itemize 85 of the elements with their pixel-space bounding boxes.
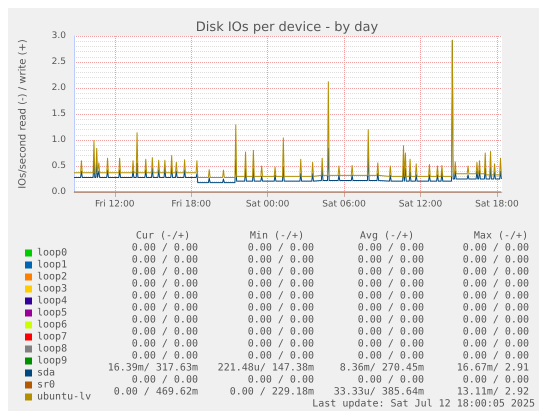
- text: 0.00 / 0.00: [462, 374, 529, 386]
- text: Avg (-/+): [360, 230, 414, 242]
- x-tick-label: Sat 06:00: [322, 200, 366, 210]
- text: 0.00 / 0.00: [248, 338, 314, 350]
- text: 0.00 / 0.00: [248, 302, 314, 314]
- text: 0.00 / 0.00: [132, 314, 198, 326]
- legend-label: loop5: [37, 308, 68, 318]
- text: 8.36m/ 270.45m: [340, 362, 424, 374]
- text: 0.00 / 229.18m: [230, 386, 314, 398]
- legend-label: loop3: [37, 284, 68, 294]
- text: 0.00 / 0.00: [462, 290, 529, 302]
- x-tick-label: Sat 00:00: [246, 200, 290, 210]
- text: 0.00 / 0.00: [358, 326, 424, 338]
- y-tick-label: 2.0: [52, 83, 66, 93]
- y-tick-label: 1.5: [52, 109, 66, 119]
- text: 0.00 / 0.00: [132, 350, 198, 362]
- text: 0.00 / 0.00: [358, 350, 424, 362]
- text: 0.00 / 0.00: [132, 302, 198, 314]
- text: 13.11m/ 2.92: [456, 386, 529, 398]
- text: 0.00 / 0.00: [132, 242, 198, 254]
- text: 33.33u/ 385.64m: [334, 386, 424, 398]
- text: 0.00 / 0.00: [248, 374, 314, 386]
- text: 0.00 / 0.00: [462, 266, 529, 278]
- text: 0.00 / 0.00: [132, 266, 198, 278]
- text: 0.00 / 0.00: [358, 314, 424, 326]
- text: 0.00 / 0.00: [462, 254, 529, 266]
- text: Last update: Sat Jul 12 18:00:05 2025: [312, 398, 535, 410]
- text: 0.00 / 0.00: [358, 374, 424, 386]
- text: 0.00 / 0.00: [358, 266, 424, 278]
- text: 0.00 / 0.00: [358, 254, 424, 266]
- text: 0.00 / 0.00: [248, 314, 314, 326]
- text: 0.00 / 0.00: [132, 290, 198, 302]
- text: 0.00 / 0.00: [462, 326, 529, 338]
- text: 0.00 / 0.00: [248, 278, 314, 290]
- y-tick-label: 0.5: [52, 161, 66, 171]
- text: 0.00 / 0.00: [248, 326, 314, 338]
- text: 0.00 / 0.00: [358, 278, 424, 290]
- text: 16.39m/ 317.63m: [108, 362, 198, 374]
- legend-label: loop9: [37, 356, 68, 366]
- x-tick-label: Sat 18:00: [475, 200, 519, 210]
- y-axis-title: IOs/second read (-) / write (+): [18, 39, 28, 189]
- legend-label: loop1: [37, 260, 68, 270]
- text: 0.00 / 0.00: [132, 278, 198, 290]
- legend-label: loop4: [37, 296, 68, 306]
- legend-label: loop6: [37, 320, 68, 330]
- legend-label: sr0: [37, 380, 56, 390]
- y-tick-label: 3.0: [52, 31, 66, 41]
- text: 0.00 / 0.00: [358, 290, 424, 302]
- text: 0.00 / 0.00: [132, 254, 198, 266]
- legend-label: loop7: [37, 332, 68, 342]
- text: Cur (-/+): [136, 230, 190, 242]
- text: 0.00 / 0.00: [462, 242, 529, 254]
- legend-label: ubuntu-lv: [37, 392, 92, 402]
- chart-title: Disk IOs per device - by day: [196, 20, 379, 35]
- y-tick-label: 0.0: [52, 187, 66, 197]
- text: 0.00 / 0.00: [358, 242, 424, 254]
- text: 0.00 / 0.00: [358, 302, 424, 314]
- text: 221.48u/ 147.38m: [218, 362, 314, 374]
- legend-label: loop2: [37, 272, 68, 282]
- y-tick-label: 2.5: [52, 57, 66, 67]
- legend-label: loop0: [37, 248, 68, 258]
- text: 0.00 / 0.00: [248, 242, 314, 254]
- text: 0.00 / 0.00: [248, 254, 314, 266]
- text: 0.00 / 0.00: [462, 338, 529, 350]
- text: 0.00 / 0.00: [248, 350, 314, 362]
- x-tick-label: Sat 12:00: [398, 200, 443, 210]
- text: 0.00 / 0.00: [132, 326, 198, 338]
- text: 0.00 / 0.00: [462, 302, 529, 314]
- text: 0.00 / 0.00: [248, 290, 314, 302]
- text: 0.00 / 0.00: [132, 338, 198, 350]
- text: 0.00 / 469.62m: [114, 386, 198, 398]
- legend-label: sda: [37, 368, 56, 378]
- text: 0.00 / 0.00: [358, 338, 424, 350]
- text: Min (-/+): [250, 230, 304, 242]
- text: 0.00 / 0.00: [248, 266, 314, 278]
- text: 16.67m/ 2.91: [456, 362, 529, 374]
- text: 0.00 / 0.00: [132, 374, 198, 386]
- text: 0.00 / 0.00: [462, 350, 529, 362]
- text: Max (-/+): [474, 230, 528, 242]
- y-tick-label: 1.0: [52, 135, 66, 145]
- legend-label: loop8: [37, 344, 68, 354]
- text: 0.00 / 0.00: [462, 278, 529, 290]
- x-tick-label: Fri 18:00: [171, 200, 212, 210]
- text: 0.00 / 0.00: [462, 314, 529, 326]
- x-tick-label: Fri 12:00: [94, 200, 135, 210]
